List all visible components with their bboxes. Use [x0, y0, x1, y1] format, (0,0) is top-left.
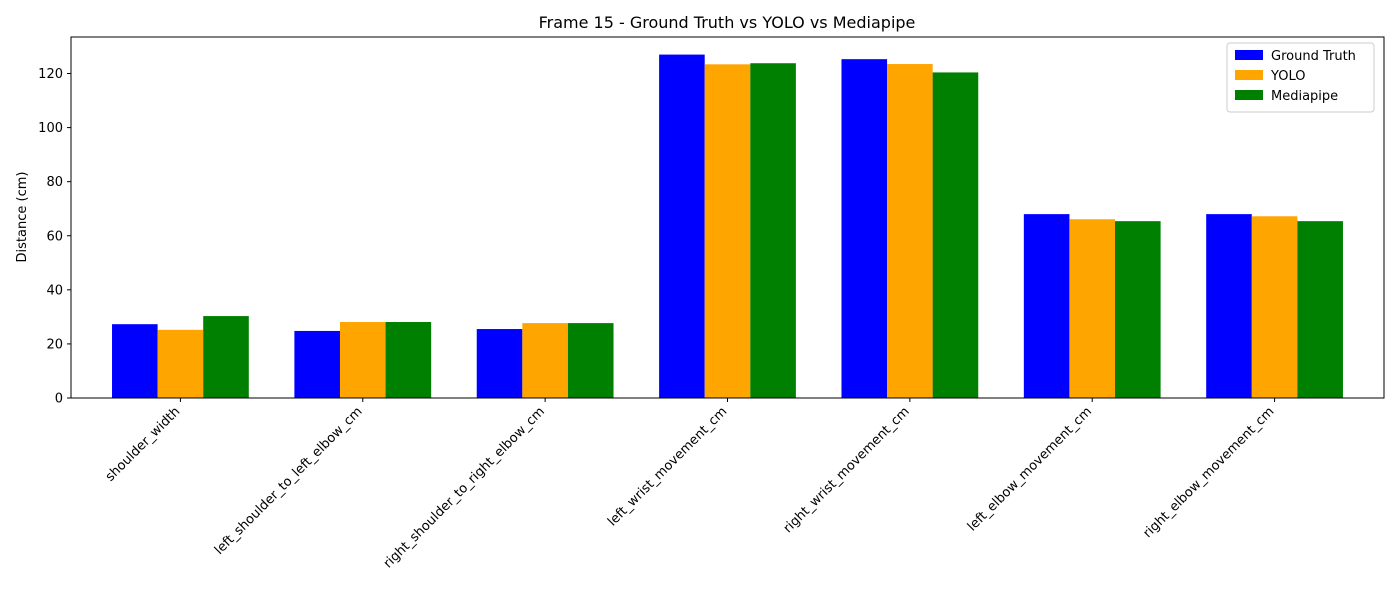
y-tick-label: 60 [46, 229, 63, 244]
bar [887, 64, 933, 398]
bar [841, 59, 888, 399]
x-tick-label: right_shoulder_to_right_elbow_cm [381, 404, 548, 571]
bars-layer [112, 54, 1343, 399]
bar [932, 72, 979, 399]
legend-box [1226, 42, 1375, 113]
legend-swatch [1235, 90, 1263, 100]
bar [112, 324, 158, 398]
y-tick-label: 40 [46, 283, 63, 298]
legend-swatch [1235, 50, 1263, 60]
bar [704, 64, 751, 398]
bar [1023, 214, 1070, 398]
x-tick-label: shoulder_width [103, 404, 183, 484]
y-tick-label: 0 [55, 392, 63, 407]
bar [339, 322, 386, 398]
bar [1206, 214, 1252, 398]
y-tick-label: 120 [38, 67, 63, 82]
bar [157, 329, 204, 398]
chart-title: Frame 15 - Ground Truth vs YOLO vs Media… [539, 13, 916, 32]
legend: Ground Truth YOLO Mediapipe [1226, 42, 1375, 113]
y-tick-label: 80 [46, 175, 63, 190]
bar [476, 329, 523, 398]
bar [385, 322, 432, 398]
legend-swatch [1235, 70, 1263, 80]
legend-label: YOLO [1270, 69, 1305, 84]
bar [522, 323, 568, 398]
bar [1115, 221, 1161, 398]
x-tick-label: right_wrist_movement_cm [781, 404, 913, 536]
bar [1297, 221, 1343, 398]
x-tick-label: left_shoulder_to_left_elbow_cm [212, 404, 366, 558]
bar [750, 63, 796, 398]
bar [1251, 216, 1298, 398]
bar [1069, 219, 1116, 398]
bar [294, 330, 340, 398]
legend-label: Mediapipe [1271, 89, 1338, 104]
legend-label: Ground Truth [1271, 49, 1356, 64]
x-tick-label: left_wrist_movement_cm [605, 404, 730, 529]
y-tick-label: 20 [46, 337, 63, 352]
y-tick-label: 100 [38, 121, 63, 136]
y-axis-label: Distance (cm) [15, 172, 30, 263]
bar [659, 54, 705, 398]
x-tick-label: right_elbow_movement_cm [1140, 404, 1277, 541]
x-tick-label: left_elbow_movement_cm [965, 404, 1095, 534]
bar [203, 316, 249, 398]
bar [567, 323, 614, 398]
